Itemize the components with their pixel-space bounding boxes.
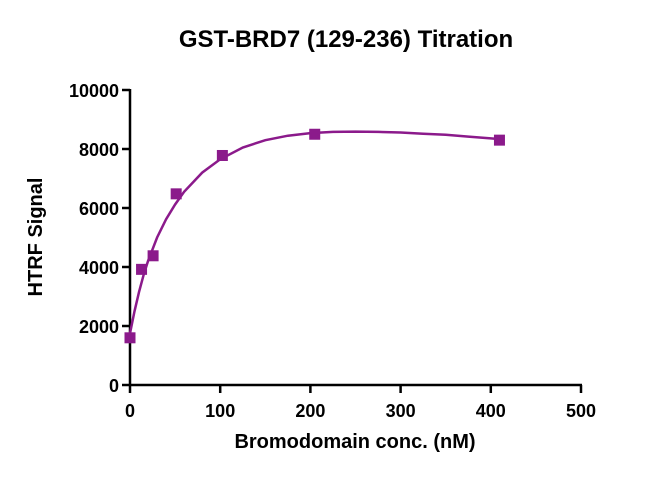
data-point [493, 134, 505, 146]
x-axis: 0 100 200 300 400 500 [125, 383, 596, 421]
data-point [170, 188, 182, 200]
x-tick-label: 100 [205, 401, 235, 421]
y-axis-label: HTRF Signal [25, 178, 47, 297]
y-tick-label: 2000 [79, 317, 119, 337]
x-tick-label: 200 [295, 401, 325, 421]
data-point [124, 332, 136, 344]
chart-title: GST-BRD7 (129-236) Titration [179, 26, 513, 53]
x-tick-label: 400 [476, 401, 506, 421]
data-point [309, 128, 321, 140]
x-axis-label: Bromodomain conc. (nM) [234, 431, 475, 453]
y-tick-label: 10000 [69, 81, 119, 101]
y-tick-label: 0 [109, 376, 119, 396]
data-point [216, 149, 228, 161]
x-tick-label: 500 [566, 401, 596, 421]
y-tick-label: 4000 [79, 258, 119, 278]
x-tick-label: 0 [125, 401, 135, 421]
x-tick-label: 300 [386, 401, 416, 421]
data-markers [124, 128, 505, 344]
data-point [147, 250, 159, 262]
y-tick-label: 6000 [79, 199, 119, 219]
y-axis: 0 2000 4000 6000 8000 10000 [69, 81, 132, 396]
fit-curve [128, 130, 502, 334]
y-tick-label: 8000 [79, 140, 119, 160]
data-point [136, 263, 148, 275]
